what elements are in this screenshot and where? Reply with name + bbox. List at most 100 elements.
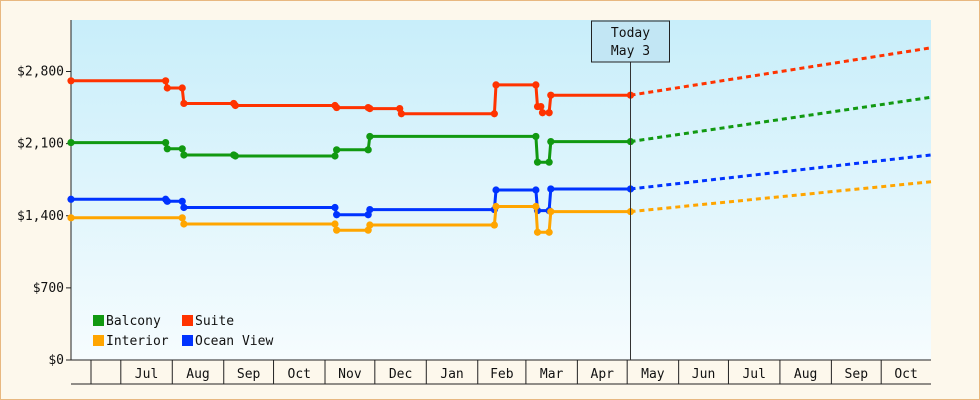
- data-point[interactable]: [366, 132, 374, 141]
- x-tick-label: Aug: [794, 367, 817, 382]
- data-point[interactable]: [364, 146, 372, 154]
- data-point[interactable]: [178, 84, 186, 92]
- x-tick-label: Jul: [742, 367, 765, 382]
- data-point[interactable]: [490, 221, 498, 229]
- data-point[interactable]: [163, 197, 171, 205]
- x-tick-label: Apr: [591, 367, 615, 382]
- today-marker: Today May 3: [590, 20, 670, 360]
- legend-label: Ocean View: [195, 334, 273, 349]
- data-point[interactable]: [366, 221, 374, 229]
- legend-label: Interior: [106, 334, 169, 349]
- data-point[interactable]: [533, 158, 542, 166]
- forecast-line-balcony: [630, 95, 932, 144]
- x-tick-label: Feb: [490, 367, 514, 382]
- x-tick-label: Mar: [540, 367, 564, 382]
- data-point[interactable]: [180, 151, 188, 159]
- legend-swatch: [93, 315, 104, 326]
- data-point[interactable]: [163, 145, 171, 153]
- x-tick-label: Dec: [389, 367, 412, 382]
- series-suite: [67, 46, 932, 118]
- data-point[interactable]: [333, 226, 341, 234]
- data-point[interactable]: [333, 146, 341, 154]
- data-point[interactable]: [162, 139, 170, 147]
- data-point[interactable]: [366, 105, 374, 113]
- data-point[interactable]: [532, 202, 540, 211]
- legend-item-ocean-view[interactable]: Ocean View: [182, 334, 273, 349]
- data-point[interactable]: [231, 101, 239, 110]
- data-point[interactable]: [547, 91, 555, 99]
- data-point[interactable]: [331, 152, 339, 160]
- legend-item-balcony[interactable]: Balcony: [93, 314, 161, 329]
- data-point[interactable]: [537, 102, 545, 111]
- data-point[interactable]: [490, 110, 498, 118]
- legend-item-suite[interactable]: Suite: [182, 314, 234, 329]
- data-point[interactable]: [180, 203, 188, 212]
- x-tick-label: Jul: [135, 367, 158, 382]
- data-point[interactable]: [532, 132, 540, 141]
- x-tick-label: Sep: [237, 367, 261, 382]
- y-axis: $0 $700 $1,400 $2,100 $2,800: [17, 20, 72, 368]
- data-point[interactable]: [545, 228, 553, 236]
- legend: Balcony Suite Interior Ocean View: [93, 314, 273, 349]
- x-tick-label: Oct: [894, 367, 917, 382]
- data-point[interactable]: [547, 137, 555, 146]
- data-point[interactable]: [67, 195, 75, 203]
- data-point[interactable]: [547, 208, 555, 216]
- data-point[interactable]: [492, 202, 500, 211]
- data-point[interactable]: [180, 99, 188, 108]
- series-balcony: [67, 95, 932, 166]
- forecast-line-suite: [630, 46, 932, 97]
- x-axis: Jul Aug Sep Oct Nov Dec Jan Feb Mar Apr May Jun Jul A…: [71, 359, 931, 385]
- data-point[interactable]: [492, 186, 500, 194]
- data-point[interactable]: [532, 186, 540, 194]
- data-point[interactable]: [397, 110, 405, 118]
- data-point[interactable]: [333, 103, 341, 112]
- data-point[interactable]: [538, 109, 547, 117]
- x-tick-label: Nov: [338, 367, 362, 382]
- today-label: Today: [611, 26, 650, 41]
- data-point[interactable]: [67, 77, 75, 85]
- data-point[interactable]: [178, 145, 186, 153]
- legend-swatch: [182, 335, 193, 346]
- legend-swatch: [93, 335, 104, 346]
- data-point[interactable]: [178, 197, 186, 205]
- x-tick-label: Jan: [440, 367, 463, 382]
- legend-swatch: [182, 315, 193, 326]
- y-tick-label: $700: [33, 281, 64, 296]
- data-point[interactable]: [231, 152, 239, 160]
- data-point[interactable]: [545, 109, 553, 117]
- x-tick-label: Jun: [692, 367, 715, 382]
- x-tick-label: Sep: [845, 367, 869, 382]
- data-point[interactable]: [366, 205, 374, 214]
- data-point[interactable]: [178, 214, 186, 222]
- data-point[interactable]: [545, 158, 553, 166]
- legend-label: Suite: [195, 314, 234, 329]
- y-tick-label: $1,400: [17, 209, 64, 224]
- data-point[interactable]: [67, 139, 75, 147]
- y-tick-label: $2,800: [17, 65, 64, 80]
- legend-label: Balcony: [106, 314, 161, 329]
- data-point[interactable]: [162, 77, 170, 85]
- data-point[interactable]: [180, 220, 188, 228]
- series-layer: [67, 46, 932, 236]
- series-line-interior: [71, 205, 631, 234]
- data-point[interactable]: [547, 185, 555, 193]
- data-point[interactable]: [163, 84, 171, 92]
- data-point[interactable]: [331, 220, 339, 228]
- x-tick-label: May: [641, 367, 665, 382]
- data-point[interactable]: [331, 203, 339, 212]
- series-ocean-view: [67, 153, 932, 219]
- data-point[interactable]: [532, 81, 540, 89]
- forecast-line-ocean-view: [630, 153, 932, 191]
- today-date: May 3: [611, 44, 650, 59]
- legend-item-interior[interactable]: Interior: [93, 334, 169, 349]
- x-tick-label: Oct: [288, 367, 311, 382]
- series-interior: [67, 180, 932, 236]
- data-point[interactable]: [67, 214, 75, 222]
- data-point[interactable]: [533, 228, 542, 236]
- y-tick-label: $2,100: [17, 137, 64, 152]
- today-box: [590, 20, 670, 63]
- data-point[interactable]: [333, 211, 341, 219]
- data-point[interactable]: [492, 81, 500, 89]
